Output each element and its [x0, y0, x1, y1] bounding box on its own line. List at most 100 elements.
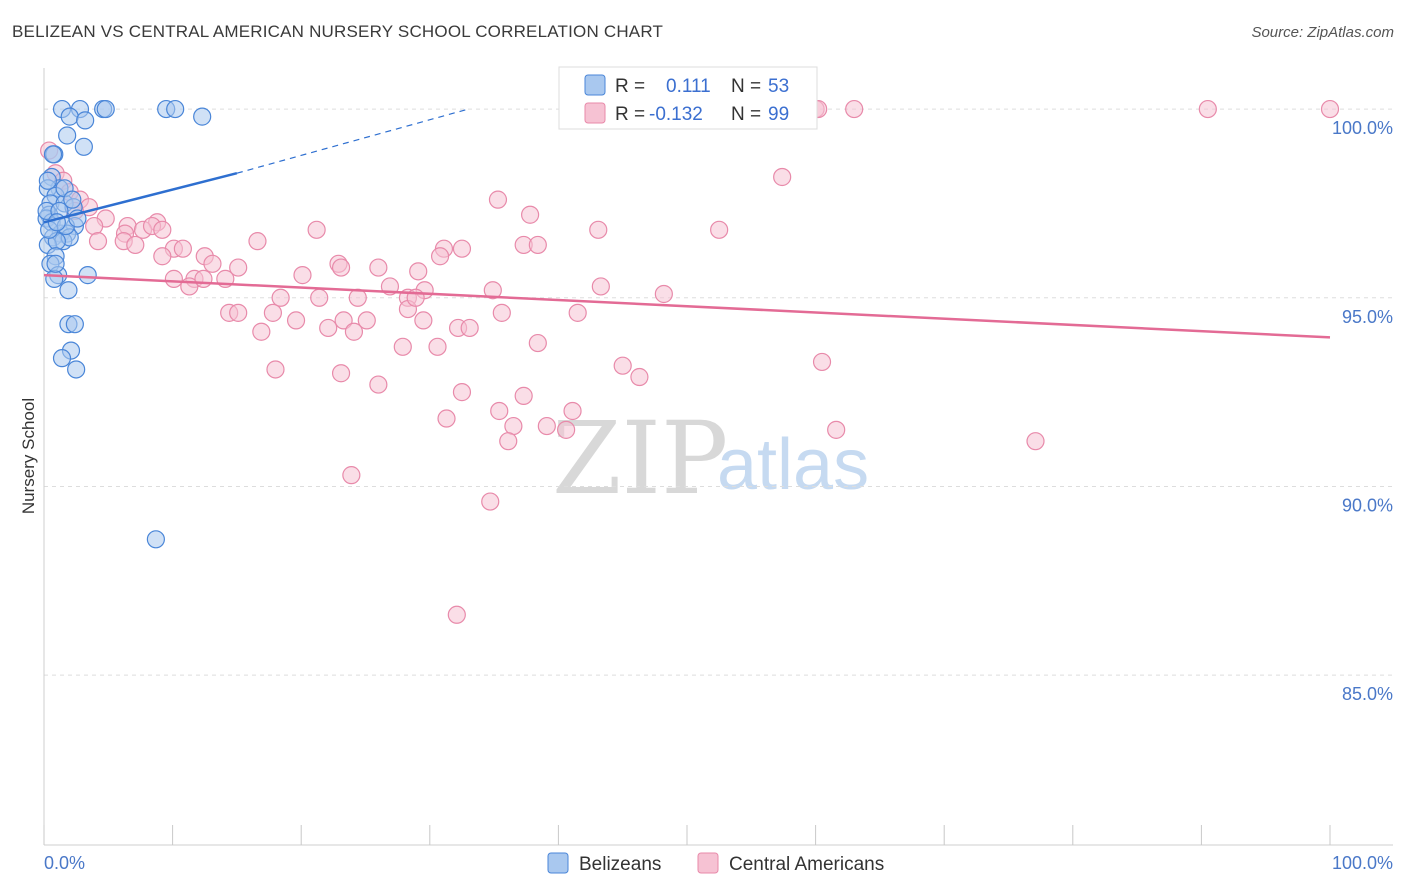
central-americans-point — [460, 318, 479, 338]
trend-lines — [43, 108, 1331, 339]
central-americans-point — [310, 288, 329, 307]
belizeans-trend-line — [43, 172, 238, 224]
central-americans-point — [194, 269, 213, 288]
y-axis-title: Nursery School — [19, 398, 38, 514]
central-americans-point — [845, 99, 864, 119]
belizeans-point — [63, 190, 82, 209]
legend-swatch-central-americans — [584, 102, 606, 124]
belizeans-point — [58, 126, 77, 145]
central-americans-point — [654, 284, 673, 304]
central-americans-point — [488, 190, 508, 209]
central-americans-point — [528, 235, 547, 255]
central-americans-point — [271, 288, 290, 307]
legend-r-label-2: R = — [615, 104, 645, 125]
x-tick-label-max: 100.0% — [1332, 853, 1393, 873]
legend-r-value-2: -0.132 — [649, 104, 703, 125]
central-americans-point — [483, 281, 502, 300]
central-americans-point — [710, 220, 729, 239]
central-americans-point — [568, 303, 587, 322]
legend-n-label-1: N = — [731, 76, 761, 97]
central-americans-point — [286, 311, 306, 330]
central-americans-point — [252, 322, 271, 341]
central-americans-point — [153, 220, 172, 239]
central-americans-point — [447, 605, 466, 624]
belizeans-point — [96, 99, 115, 119]
central-americans-point — [229, 258, 248, 277]
central-americans-point — [334, 311, 353, 330]
central-americans-point — [173, 239, 192, 258]
central-americans-point — [88, 232, 108, 251]
central-americans-point — [164, 269, 183, 288]
central-americans-point — [1198, 99, 1217, 119]
central-americans-point — [504, 416, 523, 436]
belizeans-point — [166, 99, 185, 119]
central-americans-point — [492, 303, 511, 322]
central-americans-point — [812, 352, 832, 372]
central-americans-point — [591, 277, 610, 296]
bottom-legend-label-central-americans: Central Americans — [729, 854, 884, 875]
central-americans-point — [409, 262, 428, 281]
belizeans-point — [43, 145, 63, 164]
central-americans-point — [430, 247, 450, 266]
central-americans-point — [319, 318, 338, 338]
legend-n-value-1: 53 — [768, 76, 789, 97]
belizeans-point — [60, 107, 79, 126]
central-americans-point — [490, 401, 509, 421]
central-americans-point — [331, 364, 351, 383]
central-americans-point — [514, 386, 533, 405]
central-americans-point — [481, 492, 500, 511]
central-americans-point — [369, 258, 388, 277]
central-americans-trend-line — [43, 273, 1331, 339]
belizeans-point — [78, 266, 97, 285]
y-tick-label: 85.0% — [1342, 684, 1393, 704]
central-americans-point — [344, 322, 364, 341]
central-americans-point — [630, 367, 649, 387]
legend-swatch-belizeans — [584, 74, 606, 96]
central-americans-point — [248, 232, 267, 251]
watermark: ZIP atlas — [552, 400, 869, 517]
belizeans-point — [45, 269, 64, 288]
y-tick-label: 95.0% — [1342, 307, 1393, 327]
central-americans-point — [499, 432, 518, 451]
central-americans-point — [331, 258, 351, 277]
central-americans-point — [773, 167, 792, 187]
central-americans-point — [537, 416, 556, 436]
central-americans-point — [414, 311, 433, 330]
central-americans-point — [437, 409, 456, 428]
central-americans-point — [307, 220, 326, 239]
legend-n-value-2: 99 — [768, 104, 789, 125]
source-credit: Source: ZipAtlas.com — [1251, 24, 1394, 41]
central-americans-point — [452, 383, 472, 402]
belizeans-points — [37, 99, 212, 549]
central-americans-points — [40, 99, 1340, 624]
x-tick-label-min: 0.0% — [44, 853, 85, 873]
legend-r-value-1: 0.111 — [666, 76, 711, 97]
bottom-legend-swatch-belizeans — [547, 852, 569, 874]
belizeans-point — [46, 254, 65, 273]
grid — [44, 108, 1393, 676]
belizeans-point — [59, 281, 78, 300]
central-americans-point — [293, 266, 312, 285]
central-americans-point — [1026, 432, 1045, 451]
watermark-atlas: atlas — [717, 425, 869, 505]
central-americans-point — [557, 420, 576, 439]
watermark-zip: ZIP — [552, 400, 728, 517]
y-tick-label: 90.0% — [1342, 495, 1393, 515]
central-americans-point — [229, 303, 248, 322]
belizeans-trend-extension — [236, 108, 469, 174]
central-americans-point — [428, 337, 447, 356]
belizeans-point — [38, 171, 57, 190]
belizeans-point — [193, 107, 212, 126]
central-americans-point — [589, 220, 608, 239]
y-tick-label: 100.0% — [1332, 118, 1393, 138]
central-americans-point — [85, 216, 104, 236]
central-americans-point — [528, 333, 547, 353]
belizeans-point — [76, 111, 95, 130]
central-americans-point — [126, 235, 145, 255]
central-americans-point — [827, 420, 846, 439]
belizeans-point — [67, 360, 86, 379]
central-americans-point — [613, 356, 632, 375]
central-americans-point — [266, 360, 285, 379]
chart-title: BELIZEAN VS CENTRAL AMERICAN NURSERY SCH… — [12, 22, 664, 41]
belizeans-point — [74, 137, 93, 156]
